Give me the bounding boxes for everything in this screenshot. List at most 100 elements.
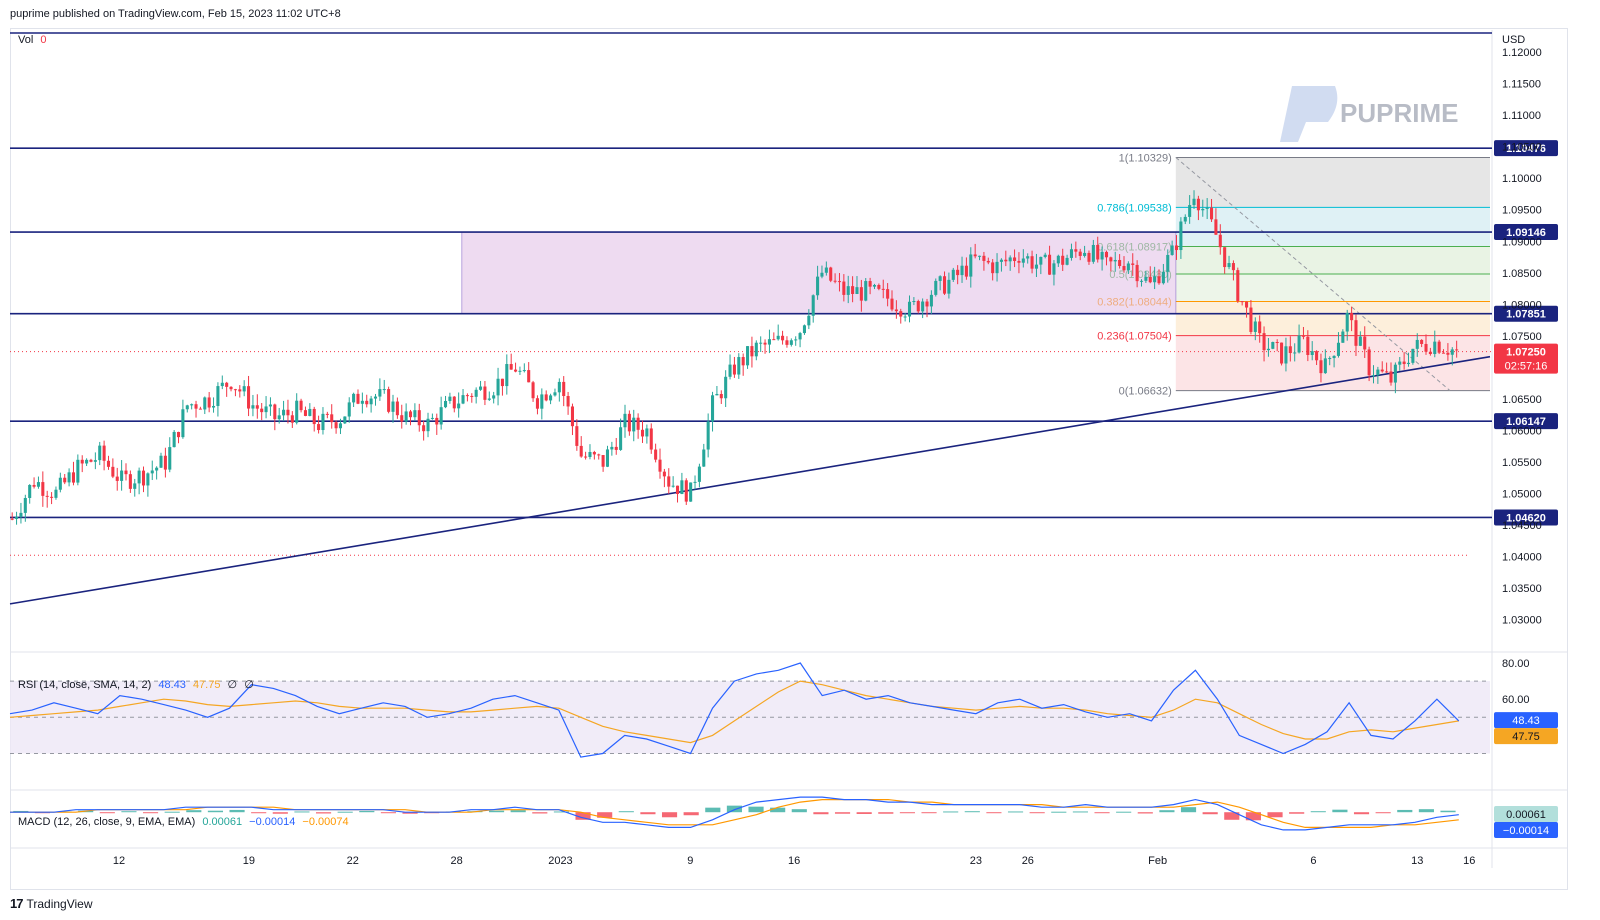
candle-body (842, 281, 846, 295)
macd-histogram-bar (315, 812, 332, 814)
candle-body (190, 404, 194, 406)
candle-body (430, 417, 434, 419)
candle-body (312, 408, 316, 425)
candle-body (881, 288, 885, 290)
macd-histogram-bar (683, 812, 699, 816)
candle-body (886, 289, 890, 299)
candle-body (754, 342, 758, 357)
price-tick-label: 1.12000 (1502, 47, 1542, 59)
price-tick-label: 1.05000 (1502, 489, 1542, 501)
price-level-badge (1494, 413, 1558, 430)
macd-hist-value: 0.00061 (202, 816, 243, 828)
candle-body (509, 364, 513, 370)
macd-histogram-bar (964, 811, 980, 813)
price-tick-label: 1.06500 (1502, 394, 1542, 406)
candle-body (728, 364, 732, 377)
candle-body (369, 398, 373, 405)
tradingview-footer[interactable]: 17 TradingView (10, 896, 93, 911)
candle-body (185, 405, 189, 410)
candle-body (41, 482, 45, 496)
macd-histogram-bar (251, 812, 267, 814)
macd-histogram-bar (488, 810, 505, 813)
candle-body (864, 281, 868, 301)
macd-histogram-bar (1094, 812, 1110, 814)
candle-body (1415, 339, 1419, 349)
candle-body (137, 470, 141, 484)
candle-body (1144, 276, 1148, 281)
candle-body (308, 408, 312, 416)
candle-body (1210, 207, 1214, 220)
candle-body (816, 276, 820, 296)
candle-body (1398, 361, 1402, 365)
candle-body (907, 301, 912, 317)
consolidation-box (461, 231, 1177, 315)
macd-histogram-bar (510, 810, 526, 813)
rsi-label: RSI (14, close, SMA, 14, 2) (18, 679, 152, 691)
price-tick-label: 1.09500 (1502, 205, 1542, 217)
candle-body (470, 395, 474, 397)
candle-body (557, 381, 561, 393)
candle-body (277, 415, 281, 420)
candle-body (868, 281, 872, 287)
candle-body (461, 395, 465, 404)
candle-body (1043, 254, 1047, 257)
candle-body (544, 394, 548, 401)
rsi-tick-label: 80.00 (1502, 658, 1530, 670)
candle-body (929, 294, 933, 307)
macd-histogram-bar (748, 806, 764, 813)
rsi-tick-label: 60.00 (1502, 694, 1530, 706)
macd-histogram-bar (1116, 811, 1132, 813)
candle-body (1350, 312, 1354, 321)
candle-body (15, 516, 19, 519)
candle-body (505, 364, 509, 387)
macd-histogram-bar (986, 812, 1002, 814)
macd-histogram-bar (597, 812, 613, 818)
candle-body (833, 280, 837, 282)
candle-body (404, 411, 408, 422)
candle-body (1420, 339, 1424, 344)
rsi-extra-2: ∅ (244, 679, 254, 691)
candle-body (290, 415, 294, 423)
price-tick-label: 1.11000 (1502, 110, 1541, 122)
candle-body (395, 401, 399, 416)
candle-body (146, 473, 150, 486)
candle-body (181, 409, 185, 438)
candle-body (1004, 259, 1008, 262)
macd-signal-value: −0.00074 (302, 816, 349, 828)
macd-histogram-bar (1440, 810, 1456, 813)
candle-body (986, 260, 990, 263)
candle-body (1376, 369, 1380, 376)
candle-body (382, 389, 386, 391)
candle-body (859, 287, 863, 301)
macd-histogram-bar (856, 812, 872, 814)
candle-body (1389, 371, 1393, 383)
price-level-label: 1.10476 (1506, 143, 1546, 155)
candle-body (772, 339, 776, 341)
candle-body (1411, 348, 1415, 363)
time-tick-label: 22 (347, 855, 359, 867)
candle-body (1048, 254, 1052, 275)
time-tick-label: 26 (1022, 855, 1034, 867)
candle-body (98, 445, 102, 461)
macd-histogram-bar (813, 812, 829, 815)
price-level-badge (1494, 224, 1558, 241)
candle-body (1280, 342, 1284, 364)
current-price-label: 1.07250 (1506, 347, 1546, 359)
candle-body (32, 484, 36, 487)
candle-body (1201, 208, 1205, 211)
candle-body (837, 281, 842, 283)
macd-histogram-bar (1051, 811, 1067, 813)
candle-body (877, 284, 881, 289)
candle-body (680, 480, 684, 495)
macd-legend: MACD (12, 26, close, 9, EMA, EMA) 0.0006… (18, 816, 353, 828)
time-tick-label: 28 (450, 855, 462, 867)
candle-body (522, 370, 526, 372)
candle-body (785, 340, 789, 345)
candle-body (282, 409, 286, 416)
price-tick-label: 1.03000 (1502, 615, 1542, 627)
candle-body (1293, 352, 1297, 354)
rsi-value: 48.43 (158, 679, 186, 691)
candle-body (549, 395, 553, 401)
rsi-ma-value: 47.75 (192, 679, 221, 691)
